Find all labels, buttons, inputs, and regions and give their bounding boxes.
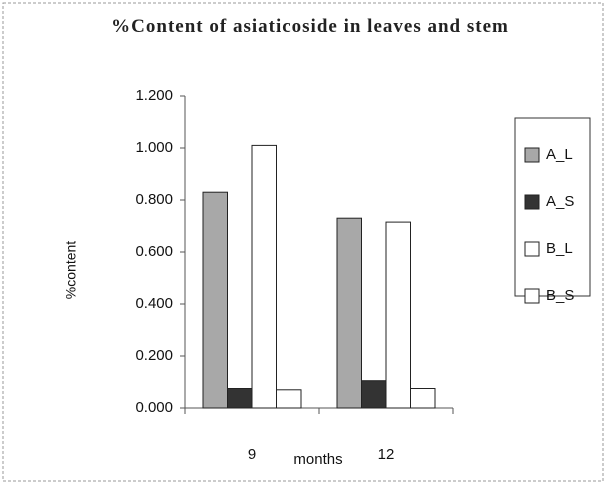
bar [410,388,436,409]
bar [385,221,411,409]
y-tick-label: 1.000 [135,139,173,156]
y-tick-label: 0.200 [135,347,173,364]
legend-swatch [524,241,540,257]
legend-label: A_L [546,146,573,163]
x-tick-label: 12 [378,446,395,463]
y-tick-label: 1.200 [135,87,173,104]
bar [202,191,228,409]
legend-label: B_S [546,287,574,304]
bar [361,380,387,409]
legend-swatch [524,194,540,210]
legend-label: B_L [546,240,573,257]
chart-title: %Content of asiaticoside in leaves and s… [111,16,509,37]
bar [276,389,302,409]
legend-label: A_S [546,193,574,210]
y-tick-label: 0.800 [135,191,173,208]
bar [251,144,277,409]
x-tick-label: 9 [248,446,256,463]
bar [227,388,253,409]
y-tick-label: 0.600 [135,243,173,260]
legend-swatch [524,147,540,163]
y-tick-label: 0.000 [135,399,173,416]
x-axis-label: months [293,451,342,468]
y-axis-label: %content [63,241,79,299]
legend-swatch [524,288,540,304]
y-tick-label: 0.400 [135,295,173,312]
bar [336,217,362,409]
